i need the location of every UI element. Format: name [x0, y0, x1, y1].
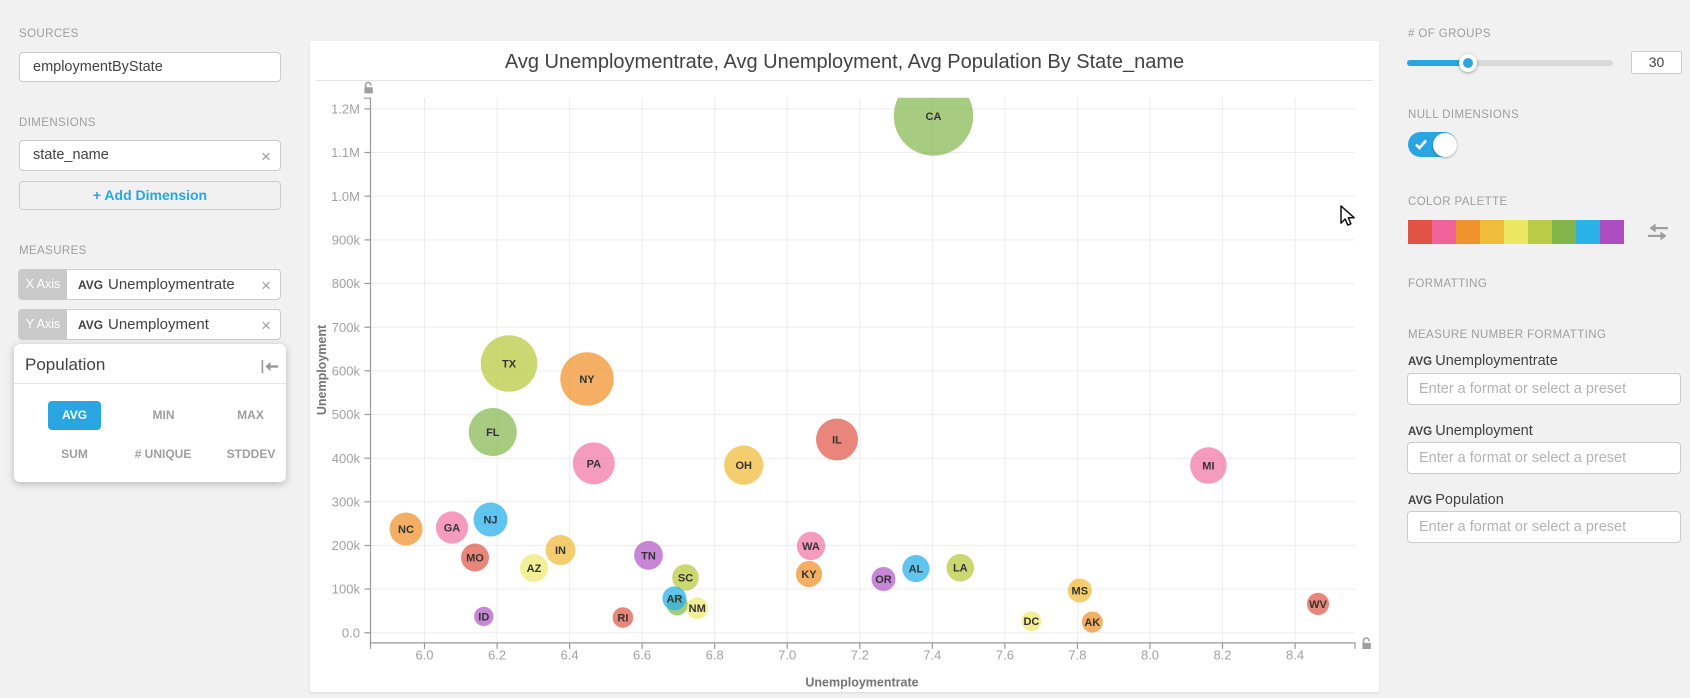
svg-text:300k: 300k	[332, 494, 361, 509]
svg-text:7.4: 7.4	[923, 648, 941, 663]
svg-text:7.0: 7.0	[778, 648, 796, 663]
svg-text:NJ: NJ	[483, 515, 497, 527]
svg-text:Unemployment: Unemployment	[315, 324, 329, 415]
svg-text:ID: ID	[478, 611, 489, 623]
svg-text:TN: TN	[641, 550, 656, 562]
svg-text:LA: LA	[953, 563, 968, 575]
svg-text:1.2M: 1.2M	[331, 102, 360, 117]
svg-text:1.0M: 1.0M	[331, 189, 360, 204]
svg-text:NC: NC	[398, 524, 414, 536]
svg-text:PA: PA	[587, 458, 602, 470]
svg-text:Unemploymentrate: Unemploymentrate	[805, 676, 918, 690]
svg-text:6.0: 6.0	[415, 648, 433, 663]
svg-text:7.8: 7.8	[1068, 648, 1086, 663]
svg-text:8.4: 8.4	[1286, 648, 1304, 663]
svg-text:KY: KY	[801, 569, 817, 581]
svg-text:8.0: 8.0	[1141, 648, 1159, 663]
svg-text:GA: GA	[444, 523, 461, 535]
svg-text:NM: NM	[689, 603, 706, 615]
svg-text:OH: OH	[735, 460, 752, 472]
svg-text:MS: MS	[1072, 586, 1089, 598]
svg-text:TX: TX	[502, 359, 517, 371]
svg-text:100k: 100k	[332, 582, 361, 597]
svg-text:WA: WA	[802, 541, 820, 553]
svg-text:IL: IL	[832, 435, 842, 447]
svg-text:FL: FL	[486, 427, 500, 439]
svg-text:8.2: 8.2	[1213, 648, 1231, 663]
svg-text:500k: 500k	[332, 407, 361, 422]
svg-text:400k: 400k	[332, 451, 361, 466]
svg-text:900k: 900k	[332, 233, 361, 248]
svg-text:CA: CA	[926, 111, 942, 123]
svg-text:SC: SC	[678, 573, 693, 585]
svg-text:200k: 200k	[332, 538, 361, 553]
svg-text:MO: MO	[466, 553, 484, 565]
svg-text:MI: MI	[1202, 461, 1214, 473]
svg-text:AZ: AZ	[527, 563, 542, 575]
svg-text:6.4: 6.4	[561, 648, 579, 663]
svg-text:6.8: 6.8	[706, 648, 724, 663]
svg-text:NY: NY	[579, 374, 595, 386]
svg-text:AR: AR	[666, 593, 682, 605]
svg-text:RI: RI	[617, 613, 628, 625]
svg-text:DC: DC	[1023, 616, 1039, 628]
svg-text:6.2: 6.2	[488, 648, 506, 663]
svg-text:AK: AK	[1084, 617, 1100, 629]
svg-text:700k: 700k	[332, 320, 361, 335]
svg-text:800k: 800k	[332, 276, 361, 291]
svg-text:0.0: 0.0	[342, 625, 360, 640]
svg-text:OR: OR	[875, 574, 892, 586]
svg-text:600k: 600k	[332, 363, 361, 378]
svg-text:IN: IN	[555, 545, 566, 557]
svg-text:1.1M: 1.1M	[331, 145, 360, 160]
svg-text:7.2: 7.2	[851, 648, 869, 663]
svg-text:7.6: 7.6	[996, 648, 1014, 663]
svg-text:AL: AL	[909, 564, 924, 576]
svg-text:WV: WV	[1309, 599, 1327, 611]
svg-text:6.6: 6.6	[633, 648, 651, 663]
